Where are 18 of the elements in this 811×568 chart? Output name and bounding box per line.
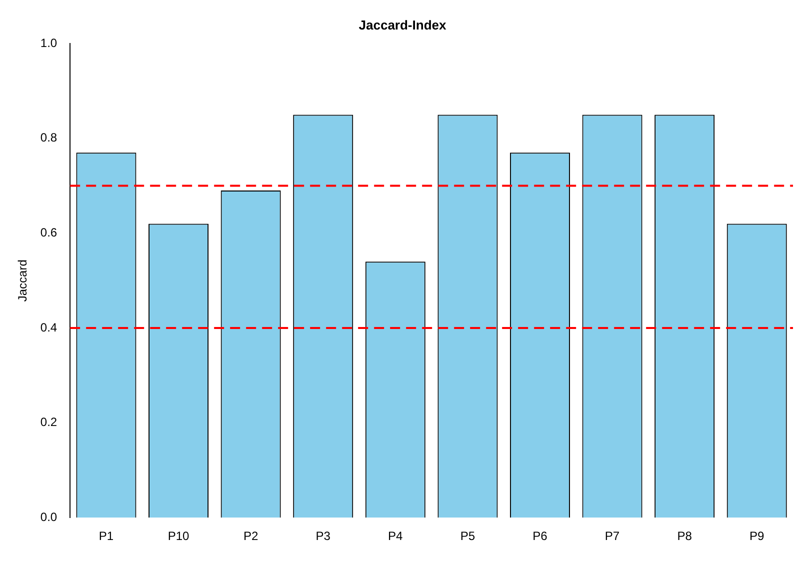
x-tick-label: P4 <box>388 529 404 544</box>
x-tick-label: P6 <box>532 529 548 544</box>
y-tick-label: 0.2 <box>40 415 58 430</box>
y-tick-label: 0.6 <box>40 226 58 240</box>
y-tick-label: 0.0 <box>40 510 58 524</box>
y-tick-label: 1.0 <box>40 36 58 50</box>
y-tick-label: 0.4 <box>40 320 58 334</box>
y-tick-label: 0.8 <box>40 130 58 145</box>
x-tick-label: P5 <box>460 529 476 544</box>
x-tick-label: P1 <box>98 529 114 544</box>
x-tick-label: P8 <box>677 529 692 544</box>
x-tick-label: P7 <box>604 529 620 544</box>
x-tick-label: P10 <box>168 529 190 544</box>
y-axis-title: Jaccard <box>16 260 30 302</box>
x-tick-label: P3 <box>316 529 331 544</box>
x-tick-label: P9 <box>750 529 765 544</box>
chart-title: Jaccard-Index <box>358 17 447 32</box>
x-tick-label: P2 <box>243 529 258 544</box>
